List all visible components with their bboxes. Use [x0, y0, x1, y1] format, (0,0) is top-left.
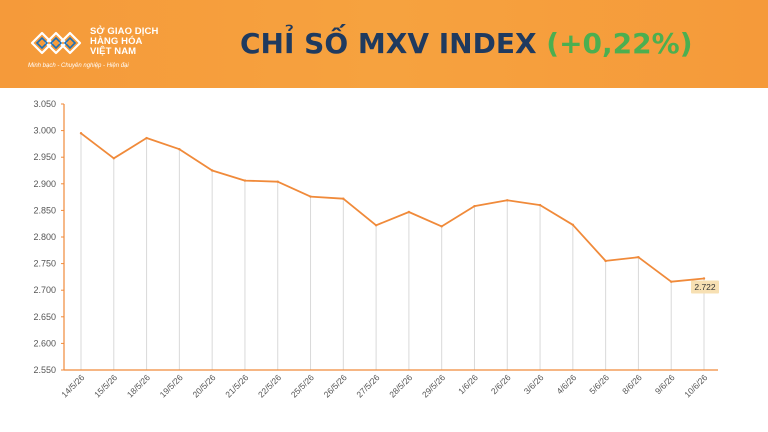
- y-tick-label: 3.050: [33, 99, 56, 109]
- series-layer: [79, 132, 706, 283]
- y-tick-label: 2.850: [33, 205, 56, 215]
- data-point: [374, 224, 378, 227]
- logo-text-line2: HÀNG HÓA: [90, 36, 143, 47]
- y-axis: 2.550 2.600 2.650 2.700 2.750 2.800 2.850 2.900…: [33, 99, 65, 375]
- x-tick-label: 3/6/26: [522, 372, 546, 396]
- title-change: (+0,22%): [546, 27, 693, 60]
- tagline: Minh bạch - Chuyên nghiệp - Hiện đại: [28, 63, 129, 69]
- x-tick-label: 10/6/26: [682, 372, 709, 399]
- x-tick-label: 14/5/26: [59, 372, 86, 399]
- data-point: [670, 280, 673, 283]
- series-line: [80, 132, 705, 283]
- y-tick-label: 2.950: [33, 152, 56, 162]
- x-tick-label: 20/5/26: [190, 372, 217, 399]
- data-point: [309, 195, 312, 198]
- x-tick-label: 26/5/26: [322, 372, 349, 399]
- data-point: [637, 256, 640, 259]
- x-tick-label: 25/5/26: [289, 372, 316, 399]
- page-title: CHỈ SỐ MXV INDEX (+0,22%): [240, 24, 693, 64]
- mxv-index-line-chart: 2.550 2.600 2.650 2.700 2.750 2.800 2.850 2.900…: [33, 99, 719, 399]
- x-tick-label: 19/5/26: [158, 372, 185, 399]
- logo-text: SỞ GIAO DỊCH HÀNG HÓA VIỆT NAM: [90, 27, 160, 57]
- data-point: [702, 277, 706, 280]
- mxv-logo-icon: [30, 31, 82, 55]
- data-point: [276, 180, 279, 183]
- y-tick-label: 2.650: [33, 312, 56, 322]
- data-point: [342, 197, 345, 200]
- data-point: [210, 169, 214, 172]
- y-tick-label: 2.800: [33, 232, 56, 242]
- x-tick-label: 27/5/26: [354, 372, 381, 399]
- x-tick-label: 1/6/26: [456, 372, 480, 396]
- header-banner: SỞ GIAO DỊCH HÀNG HÓA VIỆT NAM Minh bạch…: [0, 0, 768, 88]
- x-axis: 14/5/26 15/5/26 18/5/26 19/5/26 20/5/26 21/5/…: [59, 369, 718, 399]
- y-tick-label: 2.550: [33, 365, 56, 375]
- last-value-label: 2.722: [694, 282, 716, 292]
- data-point: [407, 210, 411, 214]
- logo-text-line1: SỞ GIAO DỊCH: [90, 26, 159, 37]
- x-tick-label: 18/5/26: [125, 372, 152, 399]
- y-tick-label: 2.900: [33, 179, 56, 189]
- x-tick-label: 9/6/26: [653, 372, 677, 396]
- x-tick-label: 15/5/26: [92, 372, 119, 399]
- x-tick-label: 29/5/26: [420, 372, 447, 399]
- y-tick-label: 2.700: [33, 285, 56, 295]
- x-tick-label: 21/5/26: [223, 372, 250, 399]
- data-point: [440, 225, 443, 228]
- data-point: [79, 132, 83, 135]
- title-main: CHỈ SỐ MXV INDEX: [240, 27, 537, 60]
- x-tick-label: 2/6/26: [489, 372, 513, 396]
- data-point: [506, 199, 509, 202]
- last-value-label-box: [691, 280, 719, 294]
- data-point: [243, 179, 247, 182]
- x-tick-label: 5/6/26: [587, 372, 611, 396]
- data-point: [538, 203, 542, 207]
- y-tick-label: 3.000: [33, 126, 56, 136]
- data-point: [604, 259, 607, 263]
- data-point: [473, 204, 476, 208]
- x-tick-label: 22/5/26: [256, 372, 283, 399]
- data-point: [571, 223, 575, 226]
- x-tick-label: 28/5/26: [387, 372, 414, 399]
- y-tick-label: 2.600: [33, 338, 56, 348]
- logo-text-line3: VIỆT NAM: [90, 46, 137, 57]
- y-tick-label: 2.750: [33, 259, 56, 269]
- x-tick-label: 8/6/26: [620, 372, 644, 396]
- x-tick-label: 4/6/26: [554, 372, 578, 396]
- data-point: [178, 148, 181, 151]
- drop-lines: [80, 133, 705, 370]
- data-point: [145, 136, 148, 140]
- value-labels: 2.722: [691, 280, 719, 294]
- data-point: [112, 157, 115, 160]
